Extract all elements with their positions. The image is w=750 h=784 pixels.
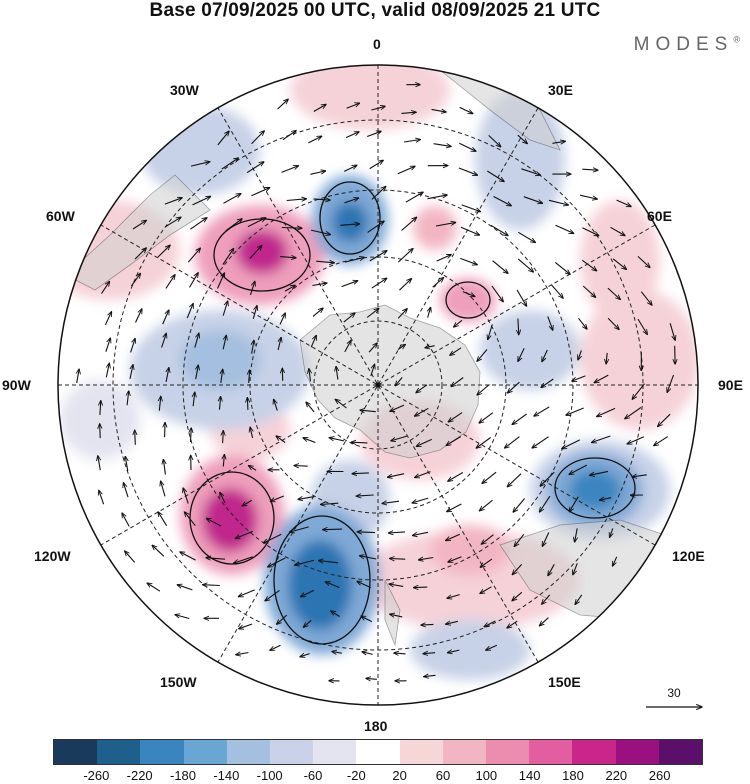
colorbar-tick-label: 140: [519, 768, 541, 783]
wind-arrow: [421, 624, 434, 625]
colorbar-swatch: [659, 740, 702, 764]
colorbar-swatch: [97, 740, 140, 764]
colorbar-tick-label: -260: [83, 768, 109, 783]
colorbar-tick-labels: -260 -220 -180 -140 -100 -60 -20 20 60 100 140 180 2…: [53, 768, 703, 784]
wind-arrow: [413, 587, 427, 588]
anomaly-pos: [430, 525, 510, 575]
label-60e: 60E: [647, 208, 672, 224]
anomaly-neg-strong: [332, 202, 368, 242]
anomaly-pos: [440, 278, 496, 322]
anomaly-neg-weak: [60, 380, 140, 460]
wind-arrow: [135, 430, 136, 445]
wind-scale: 30: [640, 686, 708, 700]
colorbar-swatch: [313, 740, 356, 764]
colorbar-tick-label: 260: [649, 768, 671, 783]
colorbar-tick-label: -100: [257, 768, 283, 783]
label-150w: 150W: [160, 674, 197, 690]
colorbar-tick-label: 60: [436, 768, 450, 783]
colorbar-tick-label: 100: [475, 768, 497, 783]
colorbar-swatch: [270, 740, 313, 764]
colorbar-tick-label: 220: [605, 768, 627, 783]
anomaly-neg-weak: [480, 310, 580, 390]
label-90w: 90W: [2, 377, 31, 393]
label-30w: 30W: [170, 82, 199, 98]
anomaly-neg-strong: [288, 540, 352, 630]
anomaly-neg: [180, 330, 260, 390]
wind-arrow: [351, 442, 367, 443]
colorbar-swatch: [227, 740, 270, 764]
anomaly-pos-weak: [290, 50, 450, 130]
colorbar-swatch: [184, 740, 227, 764]
label-0: 0: [373, 36, 381, 52]
label-120w: 120W: [34, 548, 71, 564]
wind-arrow: [223, 431, 224, 443]
anomaly-pos: [413, 206, 457, 250]
colorbar-swatch: [486, 740, 529, 764]
label-30e: 30E: [548, 82, 573, 98]
colorbar-swatch: [443, 740, 486, 764]
colorbar-tick-label: -180: [170, 768, 196, 783]
colorbar-swatch: [356, 740, 399, 764]
label-180: 180: [364, 718, 387, 734]
label-60w: 60W: [46, 208, 75, 224]
colorbar-swatch: [140, 740, 183, 764]
colorbar-swatch: [572, 740, 615, 764]
colorbar-swatch: [400, 740, 443, 764]
colorbar-tick-label: -140: [213, 768, 239, 783]
colorbar-tick-label: -220: [127, 768, 153, 783]
colorbar-tick-label: -60: [304, 768, 323, 783]
anomaly-pos-strong: [236, 230, 288, 274]
wind-arrow: [323, 529, 343, 530]
colorbar-swatch: [529, 740, 572, 764]
polar-map: [0, 0, 750, 735]
label-150e: 150E: [548, 674, 581, 690]
label-120e: 120E: [672, 548, 705, 564]
anomaly-neg-strong: [569, 470, 621, 510]
wind-arrow: [247, 398, 248, 410]
colorbar-tick-label: 20: [392, 768, 406, 783]
wind-arrow: [282, 228, 302, 229]
anomaly-neg-weak: [410, 620, 530, 680]
wind-arrow: [294, 466, 308, 467]
colorbar-swatch: [54, 740, 97, 764]
colorbar: [53, 739, 703, 765]
wind-arrow: [100, 424, 101, 438]
wind-arrow: [191, 428, 192, 442]
colorbar-swatch: [616, 740, 659, 764]
colorbar-tick-label: -20: [347, 768, 366, 783]
colorbar-tick-label: 180: [562, 768, 584, 783]
label-90e: 90E: [718, 377, 743, 393]
wind-scale-label: 30: [640, 686, 708, 700]
south-pole-marker: [376, 383, 381, 388]
wind-arrow: [390, 559, 406, 560]
